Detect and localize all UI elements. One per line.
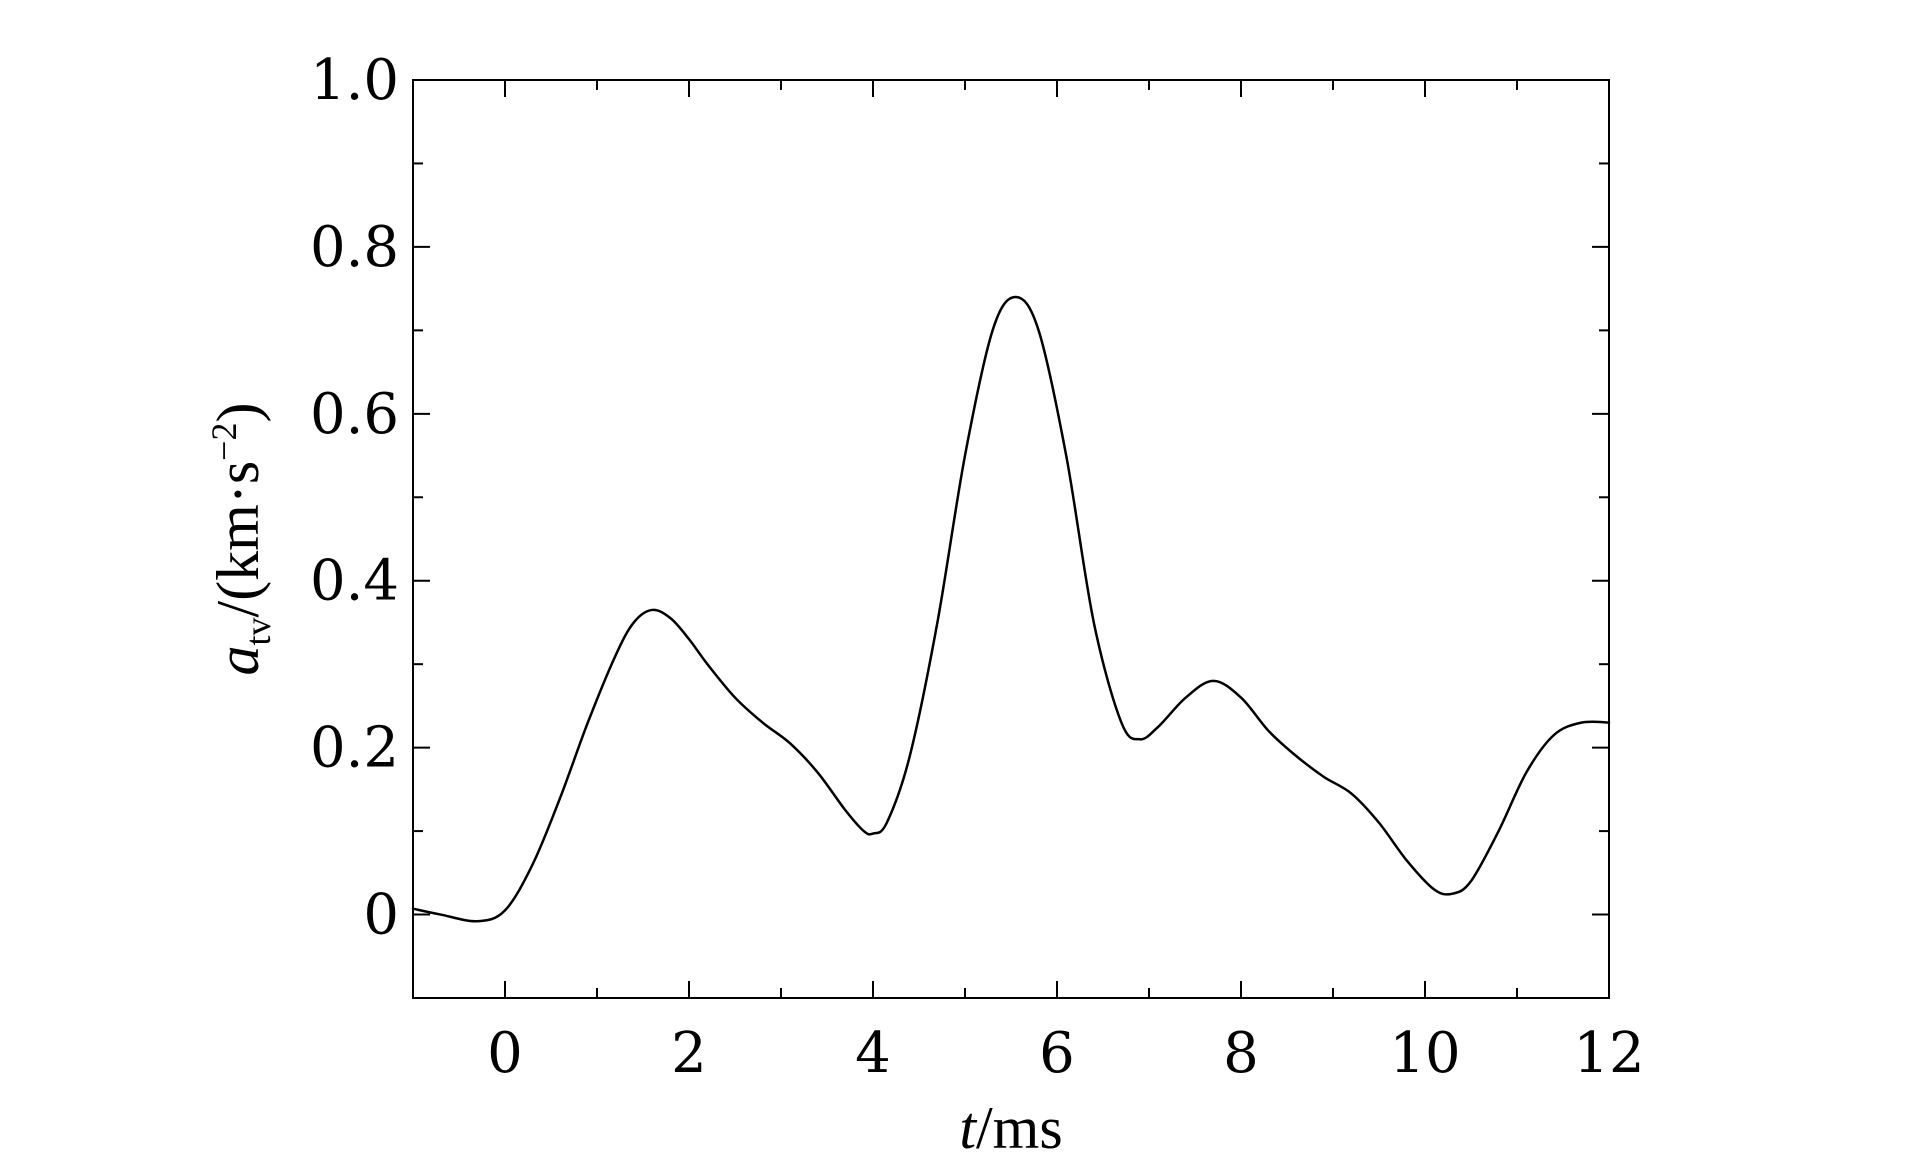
y-axis-variable: a xyxy=(205,645,271,675)
axis-ticks xyxy=(412,79,1610,999)
x-tick-labels: 0 2 4 6 8 10 12 xyxy=(487,1021,1644,1086)
y-axis-label: atv/(km·s−2) xyxy=(204,403,278,676)
y-tick-label: 0.2 xyxy=(310,716,399,781)
y-tick-labels: 0 0.2 0.4 0.6 0.8 1.0 xyxy=(310,48,399,948)
x-axis-label: t/ms xyxy=(959,1095,1062,1161)
y-tick-label: 0 xyxy=(363,883,399,948)
x-tick-label: 10 xyxy=(1389,1021,1460,1086)
plot-area xyxy=(411,79,1611,999)
y-tick-label: 0.4 xyxy=(310,549,399,614)
y-tick-label: 0.8 xyxy=(310,215,399,280)
plot-frame xyxy=(412,79,1610,999)
x-tick-label: 2 xyxy=(671,1021,707,1086)
x-tick-label: 4 xyxy=(855,1021,891,1086)
x-tick-label: 12 xyxy=(1573,1021,1644,1086)
y-axis-unit-exponent: −2 xyxy=(204,423,244,461)
x-tick-label: 0 xyxy=(487,1021,523,1086)
y-tick-label: 1.0 xyxy=(310,48,399,113)
x-tick-label: 6 xyxy=(1039,1021,1075,1086)
series-line xyxy=(411,295,1611,923)
y-tick-label: 0.6 xyxy=(310,382,399,447)
y-axis-subscript: tv xyxy=(238,617,278,645)
x-axis-unit: /ms xyxy=(976,1095,1063,1161)
x-axis-variable: t xyxy=(959,1095,977,1161)
x-tick-label: 8 xyxy=(1223,1021,1259,1086)
y-axis-unit-prefix: /(km·s xyxy=(205,461,271,618)
y-axis-unit-suffix: ) xyxy=(205,403,271,423)
